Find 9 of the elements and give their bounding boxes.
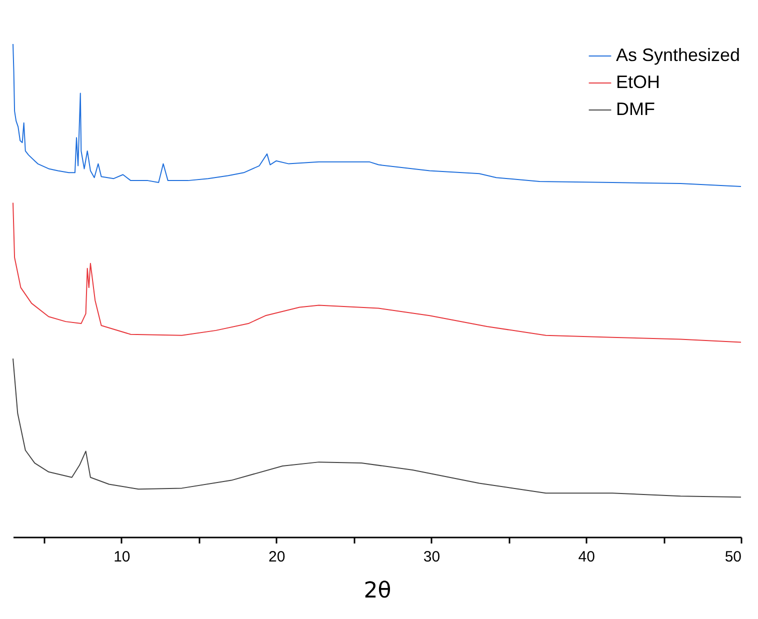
legend-label: DMF [616,99,655,119]
x-tick-label: 10 [114,548,130,566]
x-tick-label: 40 [578,548,595,566]
x-tick-label: 30 [423,548,440,566]
legend-label: As Synthesized [616,45,740,65]
x-tick-label: 50 [724,548,742,566]
x-axis-title: 2θ [364,578,392,604]
x-tick-label: 20 [268,548,286,566]
legend-label: EtOH [616,72,660,92]
